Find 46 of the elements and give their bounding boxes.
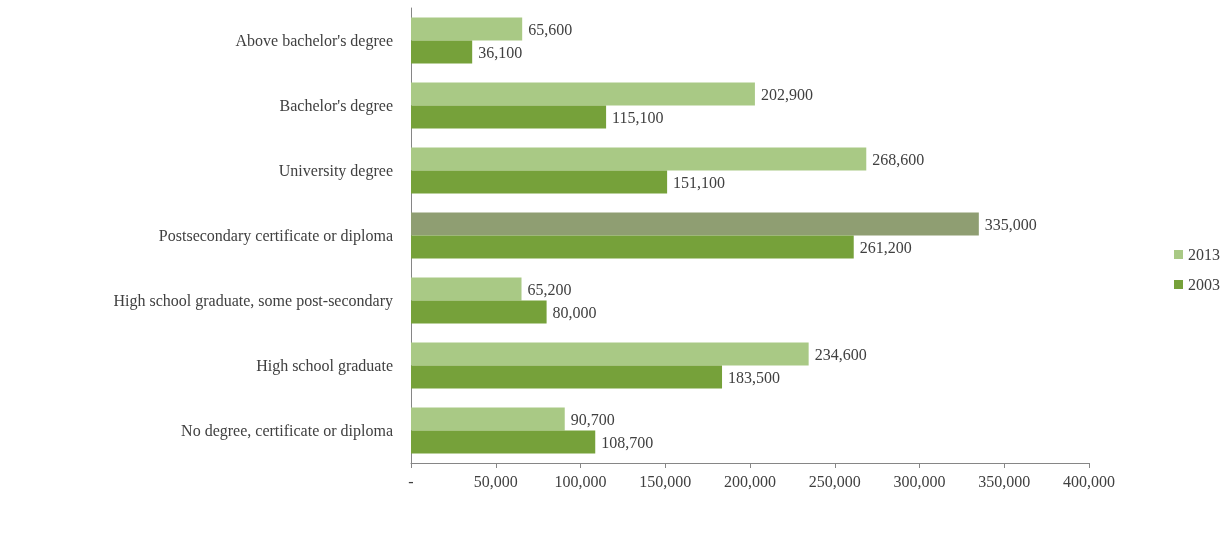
bar bbox=[411, 365, 723, 389]
legend-label: 2003 bbox=[1188, 276, 1220, 293]
data-label: 261,200 bbox=[859, 238, 912, 256]
data-label: 268,600 bbox=[872, 150, 925, 168]
data-label: 90,700 bbox=[570, 410, 615, 428]
y-tick-label: University degree bbox=[278, 162, 393, 180]
legend-label: 2013 bbox=[1188, 246, 1220, 263]
x-tick-label: 150,000 bbox=[639, 472, 692, 490]
bar bbox=[411, 40, 473, 64]
x-tick-label: 300,000 bbox=[893, 472, 946, 490]
bar bbox=[411, 235, 854, 259]
bar bbox=[411, 407, 565, 431]
bar bbox=[411, 105, 607, 129]
y-tick-label: Postsecondary certificate or diploma bbox=[158, 227, 393, 245]
data-label: 80,000 bbox=[552, 303, 597, 321]
x-tick-label: 200,000 bbox=[724, 472, 776, 490]
bar bbox=[411, 342, 809, 366]
bar bbox=[411, 147, 867, 171]
data-label: 183,500 bbox=[728, 368, 781, 386]
data-label: 202,900 bbox=[760, 85, 813, 103]
data-label: 234,600 bbox=[814, 345, 867, 363]
bar bbox=[411, 17, 523, 41]
y-tick-label: Above bachelor's degree bbox=[235, 32, 393, 50]
data-label: 36,100 bbox=[478, 43, 523, 61]
y-tick-label: High school graduate bbox=[256, 357, 393, 375]
x-tick-label: 250,000 bbox=[808, 472, 861, 490]
x-tick-label: 50,000 bbox=[473, 472, 518, 490]
x-tick-label: - bbox=[408, 472, 414, 490]
bar bbox=[411, 277, 522, 301]
bar bbox=[411, 212, 979, 236]
data-label: 108,700 bbox=[601, 433, 654, 451]
data-label: 65,200 bbox=[527, 280, 572, 298]
x-tick-label: 100,000 bbox=[554, 472, 607, 490]
data-label: 115,100 bbox=[612, 108, 664, 126]
y-tick-label: High school graduate, some post-secondary bbox=[113, 292, 393, 310]
x-tick-label: 350,000 bbox=[978, 472, 1031, 490]
data-label: 151,100 bbox=[673, 173, 726, 191]
data-label: 335,000 bbox=[984, 215, 1037, 233]
y-tick-label: Bachelor's degree bbox=[279, 97, 393, 115]
x-tick-label: 400,000 bbox=[1063, 472, 1115, 490]
bar bbox=[411, 430, 596, 454]
bar bbox=[411, 170, 668, 194]
data-label: 65,600 bbox=[528, 20, 573, 38]
y-tick-label: No degree, certificate or diploma bbox=[181, 422, 393, 440]
bar bbox=[411, 300, 547, 324]
bar bbox=[411, 82, 755, 106]
